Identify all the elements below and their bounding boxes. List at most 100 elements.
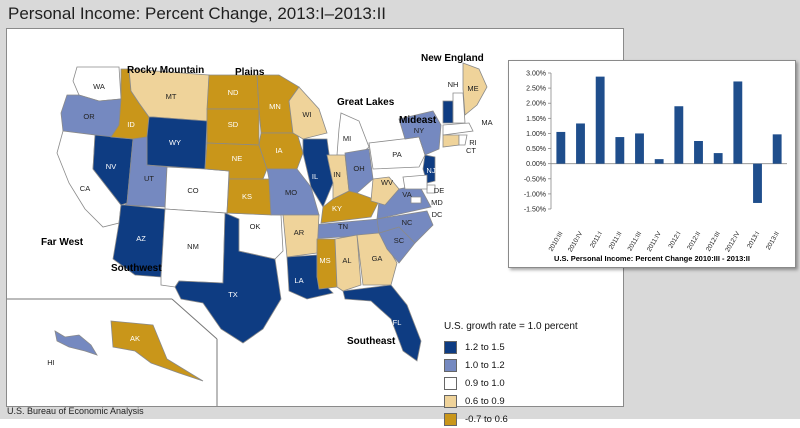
- state-label: AZ: [136, 234, 146, 243]
- bar-2012-iv: [733, 81, 743, 164]
- state-label: MA: [481, 118, 492, 127]
- legend-label: 0.9 to 1.0: [465, 377, 505, 389]
- x-tick-label: 2012:II: [686, 230, 702, 251]
- bar-2012-ii: [694, 141, 703, 164]
- state-label: CA: [80, 184, 90, 193]
- bar-2013-ii: [772, 134, 782, 164]
- state-fl: [342, 284, 422, 362]
- state-me: [462, 62, 488, 116]
- state-label: WV: [381, 178, 393, 187]
- y-tick-label: -0.50%: [524, 176, 546, 183]
- region-label-mideast: Mideast: [399, 115, 437, 126]
- state-ma: [442, 122, 474, 136]
- legend-item: 1.0 to 1.2: [444, 356, 578, 374]
- state-label: SD: [228, 120, 239, 129]
- x-tick-label: 2012:IV: [724, 230, 742, 253]
- state-label: MT: [166, 92, 177, 101]
- state-label: NM: [187, 242, 199, 251]
- state-nh: [452, 92, 466, 124]
- legend-item: -0.7 to 0.6: [444, 410, 578, 428]
- state-label: DC: [432, 210, 443, 219]
- state-label: NH: [448, 80, 459, 89]
- state-label: NC: [402, 218, 413, 227]
- state-label: CT: [466, 146, 476, 155]
- state-label: IL: [312, 172, 318, 181]
- x-tick-label: 2011:III: [627, 230, 644, 252]
- region-label-plains: Plains: [235, 67, 265, 78]
- y-tick-label: -1.50%: [524, 207, 546, 214]
- state-ny: [398, 110, 442, 156]
- state-label: AK: [130, 334, 140, 343]
- bar-chart-panel: 2010:III 2010:IV 2011:I 2011:II 2011:III 2011…: [508, 60, 796, 268]
- inset-divider-diagonal: [171, 298, 218, 340]
- bar-2011-iii: [635, 133, 644, 164]
- legend-swatch: [444, 412, 457, 426]
- state-label: CO: [187, 186, 198, 195]
- legend-swatch: [444, 358, 457, 372]
- legend-item: 0.9 to 1.0: [444, 374, 578, 392]
- state-label: IA: [275, 146, 282, 155]
- state-label: IN: [333, 170, 341, 179]
- state-label: TX: [228, 290, 238, 299]
- bar-2010-iv: [576, 123, 585, 164]
- state-label: WA: [93, 82, 105, 91]
- x-tick-label: 2013:I: [746, 230, 761, 249]
- y-tick-label: 0.50%: [526, 146, 546, 153]
- state-label: HI: [47, 358, 55, 367]
- chart-axes: [548, 72, 787, 210]
- state-label: PA: [392, 150, 401, 159]
- state-label: OK: [250, 222, 261, 231]
- legend-title: U.S. growth rate = 1.0 percent: [444, 321, 578, 332]
- state-label: NY: [414, 126, 424, 135]
- page-title: Personal Income: Percent Change, 2013:I–…: [8, 4, 387, 23]
- state-labels: WA OR CA NV ID MT WY UT CO AZ NM TX OK ND SD NE KS MN IA MO…: [47, 80, 492, 367]
- state-label: VT: [428, 94, 438, 103]
- state-de: [426, 184, 436, 194]
- bar-2013-i: [753, 163, 762, 203]
- bar-2010-iii: [556, 131, 566, 164]
- state-ri: [458, 134, 468, 146]
- state-label: FL: [393, 318, 402, 327]
- map-legend: U.S. growth rate = 1.0 percent 1.2 to 1.…: [444, 321, 578, 428]
- region-label-far-west: Far West: [41, 237, 84, 248]
- state-label: KS: [242, 192, 252, 201]
- state-label: WY: [169, 138, 181, 147]
- state-label: UT: [144, 174, 154, 183]
- state-label: GA: [372, 254, 383, 263]
- state-oh: [344, 148, 374, 194]
- state-label: ID: [127, 120, 135, 129]
- region-label-rocky-mountain: Rocky Mountain: [127, 65, 204, 76]
- x-tick-label: 2012:I: [667, 230, 682, 249]
- state-label: AR: [294, 228, 305, 237]
- state-label: OR: [83, 112, 95, 121]
- state-label: ME: [467, 84, 478, 93]
- chart-y-labels: 3.00% 2.50% 2.00% 1.50% 1.00% 0.50% 0.00% -0.50…: [524, 71, 546, 214]
- us-map: WA OR CA NV ID MT WY UT CO AZ NM TX OK ND SD NE KS MN IA MO…: [7, 53, 493, 406]
- y-tick-label: 0.00%: [526, 161, 546, 168]
- bar-2011-i: [595, 76, 605, 164]
- state-md: [402, 174, 428, 190]
- legend-item: 0.6 to 0.9: [444, 392, 578, 410]
- y-tick-label: 1.50%: [526, 116, 546, 123]
- legend-label: 1.2 to 1.5: [465, 341, 505, 353]
- state-label: LA: [294, 276, 303, 285]
- state-ct: [442, 134, 460, 148]
- y-tick-label: -1.00%: [524, 191, 546, 198]
- state-label: DE: [434, 186, 444, 195]
- state-label: KY: [332, 204, 342, 213]
- x-tick-label: 2010:III: [548, 230, 565, 252]
- state-label: TN: [338, 222, 348, 231]
- state-wv: [370, 176, 400, 206]
- x-tick-label: 2011:II: [608, 230, 624, 250]
- state-label: AL: [342, 256, 351, 265]
- state-vt: [442, 100, 454, 124]
- bar-2012-i: [674, 106, 684, 164]
- state-label: NV: [106, 162, 116, 171]
- legend-swatch: [444, 394, 457, 408]
- bar-chart: 2010:III 2010:IV 2011:I 2011:II 2011:III 2011…: [524, 71, 787, 263]
- state-label: VA: [402, 190, 411, 199]
- state-nc: [376, 210, 434, 244]
- x-tick-label: 2011:IV: [646, 230, 663, 253]
- state-hi: [54, 330, 98, 356]
